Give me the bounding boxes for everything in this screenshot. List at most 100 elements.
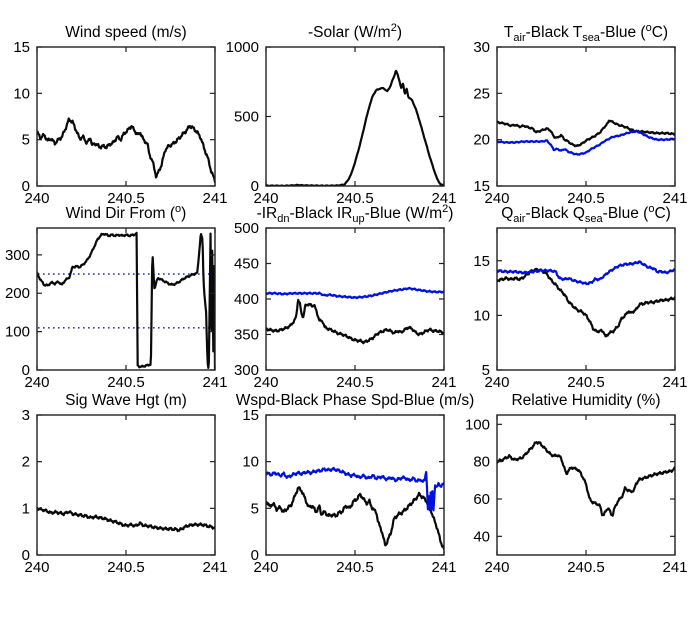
x-tick-label: 240	[24, 374, 49, 391]
series-solar	[266, 69, 444, 186]
series-q-air	[497, 267, 675, 338]
y-tick-label: 40	[473, 528, 490, 545]
subplot-ir-dn-ir-up: -IRdn-Black IRup-Blue (W/m2) 240 240.5 241 3…	[234, 203, 457, 391]
x-tick-label: 240.5	[336, 374, 374, 391]
plot-title-relative-humidity: Relative Humidity (%)	[511, 392, 660, 409]
x-tick-label: 240.5	[567, 190, 605, 207]
y-tick-label: 450	[234, 256, 259, 273]
subplot-t-air-t-sea: Tair-Black Tsea-Blue (oC) 240 240.5 241 15 20…	[473, 22, 687, 207]
x-tick-label: 240.5	[336, 559, 374, 576]
y-tick-label: 350	[234, 327, 259, 344]
y-tick-label: 15	[473, 178, 490, 195]
y-tick-label: 300	[5, 247, 30, 264]
y-tick-label: 0	[22, 178, 30, 195]
plot-title-wind-speed: Wind speed (m/s)	[65, 24, 186, 41]
axes-box-sig-wave-hgt	[36, 414, 216, 556]
series-wind-dir	[37, 231, 215, 370]
plot-title-t-air-t-sea: Tair-Black Tsea-Blue (oC)	[504, 22, 668, 44]
y-tick-label: 100	[5, 324, 30, 341]
y-tick-label: 80	[473, 454, 490, 471]
x-tick-label: 240	[24, 190, 49, 207]
x-tick-label: 240.5	[107, 374, 145, 391]
plot-title-solar: -Solar (W/m2)	[308, 22, 402, 41]
series-relative-humidity	[497, 441, 675, 517]
plot-title-wind-dir: Wind Dir From (o)	[66, 203, 187, 222]
subplot-wind-dir: Wind Dir From (o) 240 240.5 241 0 100 200 300	[5, 203, 228, 391]
axes-box-q-air-q-sea	[496, 227, 676, 371]
series-phase-spd	[266, 466, 444, 512]
subplot-sig-wave-hgt: Sig Wave Hgt (m) 240 240.5 241 0 1 2 3	[22, 392, 228, 576]
y-tick-label: 5	[482, 362, 490, 379]
series-q-sea	[497, 260, 675, 286]
y-tick-label: 0	[22, 362, 30, 379]
subplot-relative-humidity: Relative Humidity (%) 240 240.5 241 40 60 80 10…	[465, 392, 688, 576]
y-tick-label: 1	[22, 500, 30, 517]
x-tick-label: 240	[484, 190, 509, 207]
series-wspd	[266, 486, 444, 551]
x-tick-label: 241	[431, 190, 456, 207]
x-tick-label: 241	[431, 374, 456, 391]
series-t-air	[497, 119, 675, 148]
x-tick-label: 240	[253, 374, 278, 391]
x-tick-label: 240	[484, 559, 509, 576]
y-tick-label: 10	[242, 454, 259, 471]
subplot-solar: -Solar (W/m2) 240 240.5 241 0 500 1000	[226, 22, 457, 207]
y-tick-label: 200	[5, 285, 30, 302]
x-tick-label: 240	[24, 559, 49, 576]
y-tick-label: 3	[22, 407, 30, 424]
x-tick-label: 241	[202, 374, 227, 391]
x-tick-label: 241	[662, 190, 687, 207]
plot-title-q-air-q-sea: Qair-Black Qsea-Blue (oC)	[501, 203, 671, 225]
y-tick-label: 500	[234, 109, 259, 126]
y-tick-label: 60	[473, 491, 490, 508]
series-wind-speed	[37, 117, 215, 184]
y-tick-label: 500	[234, 220, 259, 237]
x-tick-label: 240	[253, 190, 278, 207]
y-tick-label: 0	[251, 178, 259, 195]
x-tick-label: 241	[202, 190, 227, 207]
plot-title-wspd-phase-spd: Wspd-Black Phase Spd-Blue (m/s)	[236, 392, 475, 409]
y-tick-label: 10	[473, 307, 490, 324]
subplot-q-air-q-sea: Qair-Black Qsea-Blue (oC) 240 240.5 241 5 10 1…	[473, 203, 687, 391]
plot-title-sig-wave-hgt: Sig Wave Hgt (m)	[65, 392, 187, 409]
axes-box-wind-speed	[36, 46, 216, 187]
y-tick-label: 30	[473, 39, 490, 56]
axes-box-wind-dir	[36, 227, 216, 371]
y-tick-label: 100	[465, 416, 490, 433]
axes-box-ir-dn-ir-up	[265, 227, 445, 371]
y-tick-label: 5	[22, 132, 30, 149]
y-tick-label: 0	[22, 547, 30, 564]
series-ir-dn	[266, 298, 444, 345]
x-tick-label: 240.5	[336, 190, 374, 207]
x-tick-label: 240	[484, 374, 509, 391]
series-ir-up	[266, 286, 444, 300]
y-tick-label: 15	[13, 39, 30, 56]
series-sig-wave-hgt	[37, 506, 215, 533]
subplot-wspd-phase-spd: Wspd-Black Phase Spd-Blue (m/s) 240 240.5 2…	[236, 392, 475, 576]
x-tick-label: 241	[431, 559, 456, 576]
y-tick-label: 1000	[226, 39, 259, 56]
y-tick-label: 15	[473, 253, 490, 270]
x-tick-label: 241	[202, 559, 227, 576]
x-tick-label: 241	[662, 374, 687, 391]
y-tick-label: 400	[234, 291, 259, 308]
series-t-sea	[497, 129, 675, 156]
x-tick-label: 240.5	[107, 190, 145, 207]
subplot-wind-speed: Wind speed (m/s) 240 240.5 241 0 5 10 15	[13, 24, 227, 207]
y-tick-label: 10	[13, 85, 30, 102]
axes-box-wspd-phase-spd	[265, 414, 445, 556]
y-tick-label: 2	[22, 454, 30, 471]
y-tick-label: 0	[251, 547, 259, 564]
x-tick-label: 240.5	[567, 374, 605, 391]
y-tick-label: 15	[242, 407, 259, 424]
y-tick-label: 300	[234, 362, 259, 379]
x-tick-label: 240.5	[107, 559, 145, 576]
plot-title-ir-dn-ir-up: -IRdn-Black IRup-Blue (W/m2)	[257, 203, 454, 225]
x-tick-label: 240	[253, 559, 278, 576]
y-tick-label: 25	[473, 85, 490, 102]
axes-box-t-air-t-sea	[496, 46, 676, 187]
y-tick-label: 20	[473, 132, 490, 149]
x-tick-label: 240.5	[567, 559, 605, 576]
